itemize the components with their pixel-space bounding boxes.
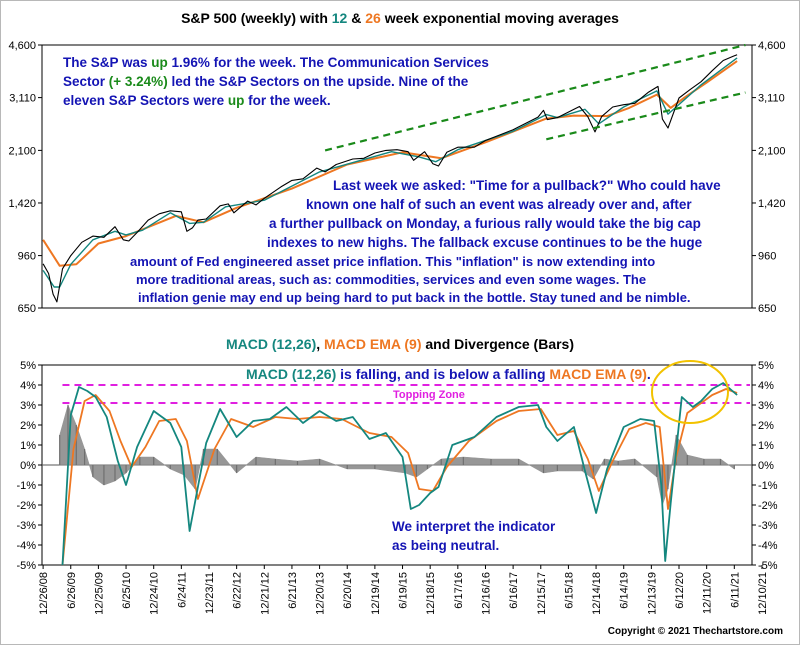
ema26-line — [42, 60, 738, 267]
macd-x-tick-label: 12/23/11 — [204, 572, 216, 614]
macd-y-tick-label: 2% — [20, 420, 36, 432]
macd-y-tick-label: -3% — [16, 520, 36, 532]
upper-trend-line — [324, 43, 746, 152]
commentary-line: Last week we asked: "Time for a pullback… — [333, 178, 721, 193]
macd-y-tick-label: 0% — [758, 460, 774, 472]
commentary-line: a further pullback on Monday, a furious … — [269, 216, 701, 231]
price-y-tick-label: 650 — [18, 303, 36, 315]
macd-y-tick-label: 2% — [758, 420, 774, 432]
macd-y-tick-label: -4% — [16, 540, 36, 552]
price-y-tick-label: 4,600 — [8, 40, 36, 52]
macd-y-axis-right: -5% -4% -3% -2% -1% 0% 1% 2% 3% 4% 5% — [752, 360, 778, 572]
macd-x-tick-label: 12/13/19 — [646, 572, 658, 615]
macd-y-tick-label: -4% — [758, 540, 778, 552]
price-y-tick-label: 2,100 — [758, 145, 786, 157]
macd-x-tick-label: 12/18/15 — [425, 572, 437, 615]
macd-x-tick-label: 6/11/21 — [729, 572, 741, 608]
macd-y-tick-label: 5% — [758, 360, 774, 372]
macd-y-tick-label: -2% — [16, 500, 36, 512]
macd-y-tick-label: 0% — [20, 460, 36, 472]
topping-zone-label: Topping Zone — [393, 389, 465, 401]
macd-x-tick-label: 6/16/17 — [508, 572, 520, 609]
lower-trend-line — [546, 91, 746, 141]
macd-x-tick-label: 12/19/14 — [370, 572, 382, 615]
topping-circle-highlight — [651, 360, 729, 424]
price-y-tick-label: 2,100 — [8, 145, 36, 157]
macd-x-tick-label: 6/25/10 — [121, 572, 133, 609]
price-series-group — [42, 43, 746, 303]
price-line — [42, 54, 738, 303]
title-ema26: 26 — [365, 10, 381, 26]
top-chart-title: S&P 500 (weekly) with 12 & 26 week expon… — [181, 10, 619, 26]
macd-y-tick-label: 4% — [758, 380, 774, 392]
macd-x-tick-label: 6/15/18 — [563, 572, 575, 609]
price-y-tick-label: 3,110 — [758, 93, 785, 105]
price-y-tick-label: 1,420 — [758, 198, 786, 210]
commentary-line: known one half of such an event was alre… — [306, 197, 692, 212]
price-y-tick-label: 1,420 — [8, 198, 36, 210]
macd-x-tick-label: 12/24/10 — [149, 572, 161, 615]
price-y-tick-label: 3,110 — [9, 93, 36, 105]
macd-y-tick-label: -2% — [758, 500, 778, 512]
macd-x-tick-label: 12/26/08 — [38, 572, 50, 615]
macd-y-tick-label: -3% — [758, 520, 778, 532]
price-plot-area — [41, 44, 753, 309]
macd-x-tick-label: 6/17/16 — [453, 572, 465, 609]
price-y-tick-label: 960 — [758, 251, 776, 263]
weekly-summary-note: The S&P was up 1.96% for the week. The C… — [63, 55, 493, 108]
macd-x-tick-label: 12/20/13 — [315, 572, 327, 615]
macd-y-tick-label: 4% — [20, 380, 36, 392]
commentary-line: more traditional areas, such as: commodi… — [136, 272, 646, 287]
commentary-line: inflation genie may end up being hard to… — [138, 290, 691, 305]
macd-y-tick-label: 3% — [758, 400, 774, 412]
macd-y-tick-label: -1% — [16, 480, 36, 492]
macd-x-tick-label: 12/16/16 — [480, 572, 492, 615]
macd-x-tick-label: 12/10/21 — [757, 572, 769, 615]
macd-y-axis-left: -5% -4% -3% -2% -1% 0% 1% 2% 3% 4% 5% — [16, 360, 42, 572]
macd-x-tick-label: 12/21/12 — [259, 572, 271, 615]
macd-y-tick-label: -5% — [16, 560, 36, 572]
macd-y-tick-label: -5% — [758, 560, 778, 572]
commentary-line: amount of Fed engineered asset price inf… — [130, 254, 655, 269]
price-y-tick-label: 650 — [758, 303, 776, 315]
commentary-note: Last week we asked: "Time for a pullback… — [130, 178, 721, 305]
macd-y-tick-label: 3% — [20, 400, 36, 412]
macd-x-tick-label: 6/19/15 — [398, 572, 410, 609]
macd-x-tick-label: 6/14/19 — [619, 572, 631, 609]
price-y-axis-right: 650 960 1,420 2,100 3,110 4,600 — [752, 40, 786, 315]
macd-x-tick-label: 12/25/09 — [93, 572, 105, 615]
price-y-tick-label: 4,600 — [758, 40, 786, 52]
macd-chart-title: MACD (12,26), MACD EMA (9) and Divergenc… — [226, 336, 574, 352]
macd-y-tick-label: 1% — [20, 440, 36, 452]
macd-y-tick-label: -1% — [758, 480, 778, 492]
commentary-line: indexes to new highs. The fallback excus… — [267, 235, 703, 250]
macd-line — [61, 382, 738, 566]
macd-series-group — [42, 382, 752, 566]
macd-x-tick-label: 6/12/20 — [674, 572, 686, 609]
macd-y-tick-label: 5% — [20, 360, 36, 372]
macd-x-axis: 12/26/08 6/26/09 12/25/09 6/25/10 12/24/10 6/… — [38, 565, 769, 615]
macd-status-note: MACD (12,26) is falling, and is below a … — [246, 366, 651, 382]
macd-x-tick-label: 12/14/18 — [591, 572, 603, 615]
macd-y-tick-label: 1% — [758, 440, 774, 452]
macd-x-tick-label: 6/26/09 — [66, 572, 78, 609]
macd-x-tick-label: 6/20/14 — [342, 572, 354, 609]
macd-ema9-line — [61, 388, 738, 566]
price-y-tick-label: 960 — [18, 251, 36, 263]
neutral-note: We interpret the indicator as being neut… — [392, 519, 559, 553]
macd-x-tick-label: 12/15/17 — [536, 572, 548, 615]
macd-x-tick-label: 6/21/13 — [287, 572, 299, 609]
macd-x-tick-label: 6/24/11 — [176, 572, 188, 608]
macd-x-tick-label: 12/11/20 — [702, 572, 714, 614]
price-y-axis-left: 650 960 1,420 2,100 3,110 4,600 — [8, 40, 42, 315]
title-ema12: 12 — [332, 10, 348, 26]
macd-x-tick-label: 6/22/12 — [232, 572, 244, 609]
copyright-text: Copyright © 2021 Thechartstore.com — [608, 626, 783, 637]
